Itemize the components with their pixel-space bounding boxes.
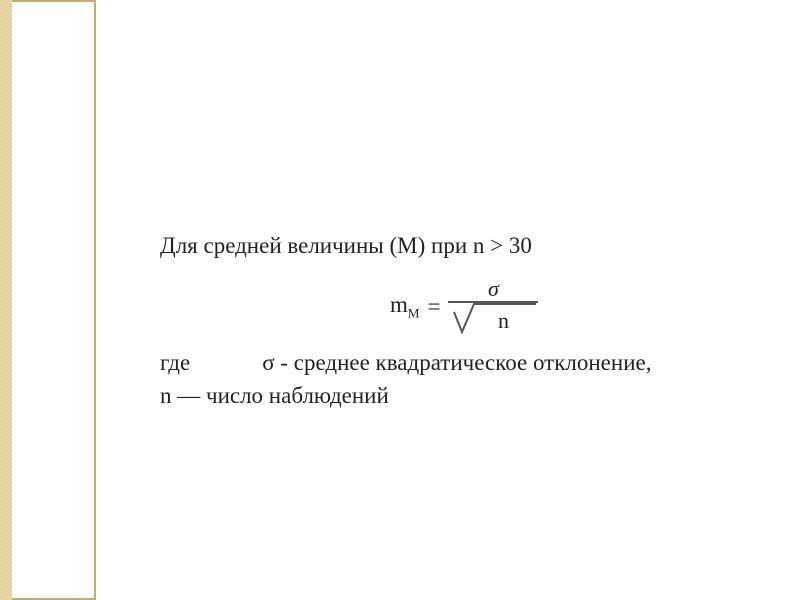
radical-path — [454, 304, 536, 332]
fraction: σ n — [448, 278, 538, 335]
denominator-root: n — [448, 303, 538, 335]
equals-sign: = — [427, 291, 440, 322]
formula: mM = σ n — [160, 271, 760, 341]
intro-line: Для средней величины (М) при n > 30 — [160, 230, 760, 261]
lhs-base: m — [390, 292, 408, 317]
lhs-subscript: M — [408, 306, 420, 321]
radical-icon — [452, 302, 538, 334]
definition-line-n: n — число наблюдений — [160, 380, 760, 411]
sigma-definition: σ - среднее квадратическое отклонение, — [262, 350, 651, 375]
decorative-sidebar — [0, 0, 96, 600]
slide-content: Для средней величины (М) при n > 30 mM =… — [160, 230, 760, 411]
formula-lhs: mM — [390, 289, 419, 322]
definition-line-sigma: где σ - среднее квадратическое отклонение… — [160, 347, 760, 378]
denominator-n: n — [498, 306, 509, 336]
sidebar-overlay-panel — [12, 0, 96, 600]
numerator-sigma: σ — [482, 278, 505, 301]
where-label: где — [160, 350, 190, 375]
